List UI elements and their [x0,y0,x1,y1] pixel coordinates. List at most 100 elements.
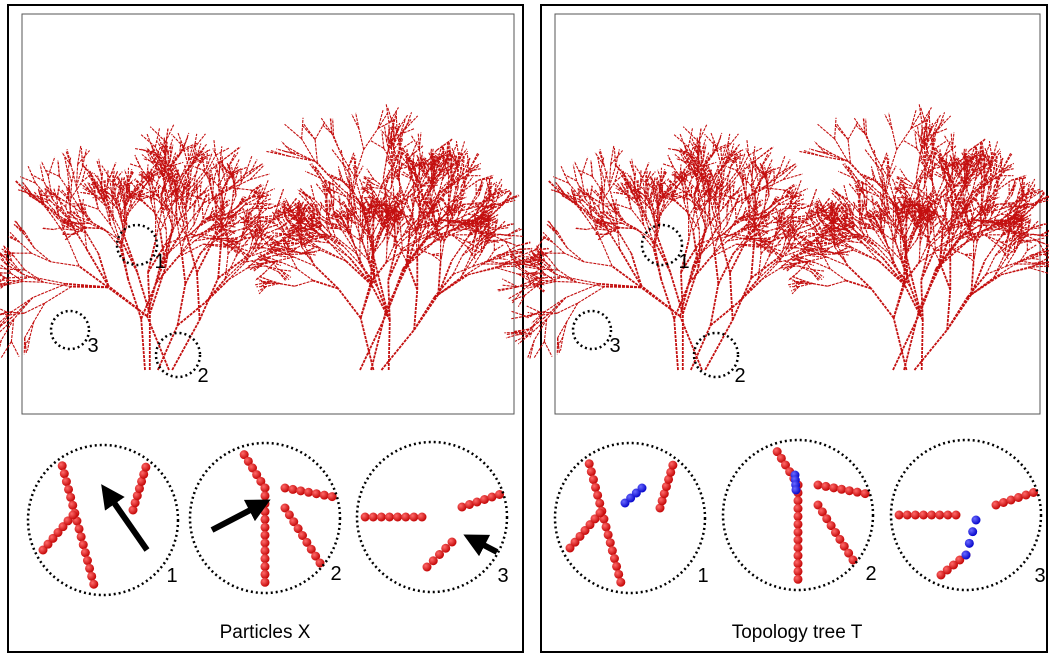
vessel [616,203,632,210]
vessel [552,176,569,184]
vessel [0,279,10,287]
vessel [92,176,102,197]
vessel [526,305,540,313]
vessel [597,222,607,227]
vessel [392,110,398,127]
vessel [277,250,295,258]
vessel [418,168,421,184]
vessel [750,240,756,279]
vessel [232,182,235,197]
vessel [684,145,689,161]
vessel [539,280,557,286]
vessel [165,141,168,157]
vessel [363,128,379,150]
vessel [819,201,826,213]
vessel [53,187,58,200]
vessel [622,222,640,232]
vessel [610,150,624,165]
vessel [325,236,344,247]
vessel [126,200,140,216]
vessel [431,164,443,182]
vessel [600,210,609,219]
vessel [762,165,773,175]
vessel [682,180,685,202]
vessel [1040,230,1049,236]
vessel [619,227,637,230]
vessel [898,209,902,223]
vessel [702,148,717,168]
vessel [306,234,321,243]
vessel [998,157,1004,173]
vessel [989,151,994,167]
vessel [870,288,895,319]
vessel [107,186,116,195]
vessel [964,254,976,257]
vessel [573,161,582,177]
vessel [1001,152,1012,171]
vessel [813,242,832,250]
vessel [603,182,606,199]
vessel [843,205,847,217]
vessel [387,320,391,371]
vessel [396,224,404,234]
vessel [793,282,801,288]
vessel [795,216,809,224]
vessel [800,236,814,245]
vessel [157,325,179,371]
vessel [887,245,902,261]
vessel [302,229,312,238]
vessel [747,223,762,235]
vessel [5,263,23,275]
vessel [625,176,635,197]
vessel [727,237,747,242]
vessel [709,301,740,327]
vessel [987,188,997,202]
vessel [268,244,276,252]
vessel [228,221,243,225]
vessel [426,196,436,205]
vessel [470,236,476,256]
vessel [982,143,991,162]
vessel [402,229,411,237]
vessel [932,127,948,135]
vessel [606,227,621,234]
vessel [815,201,823,214]
vessel [224,256,237,280]
vessel [536,245,548,257]
vessel [779,238,787,262]
vessel [128,169,133,182]
vessel [118,205,128,226]
vessel [904,219,914,237]
vessel [278,189,284,203]
vessel [933,140,947,150]
vessel [885,177,891,193]
vessel [1011,174,1027,181]
vessel [372,199,376,212]
vessel [209,167,212,182]
vessel [186,237,198,273]
vessel [964,154,969,166]
vessel [355,112,360,130]
vessel [982,228,1002,232]
vessel [728,153,746,161]
vessel [81,209,90,221]
vessel [913,329,948,371]
vessel [785,186,793,197]
vessel [837,246,849,254]
vessel [891,128,898,150]
vessel [629,186,641,199]
vessel [982,203,995,224]
vessel [661,169,666,182]
vessel [171,174,183,196]
vessel [788,217,794,231]
vessel [168,173,177,187]
vessel [964,164,969,181]
vessel [434,193,441,207]
vessel [819,209,834,212]
vessel [75,217,90,224]
vessel [372,225,384,245]
vessel [710,236,727,258]
vessel [373,179,387,190]
vessel [354,245,369,261]
vessel [903,284,924,321]
